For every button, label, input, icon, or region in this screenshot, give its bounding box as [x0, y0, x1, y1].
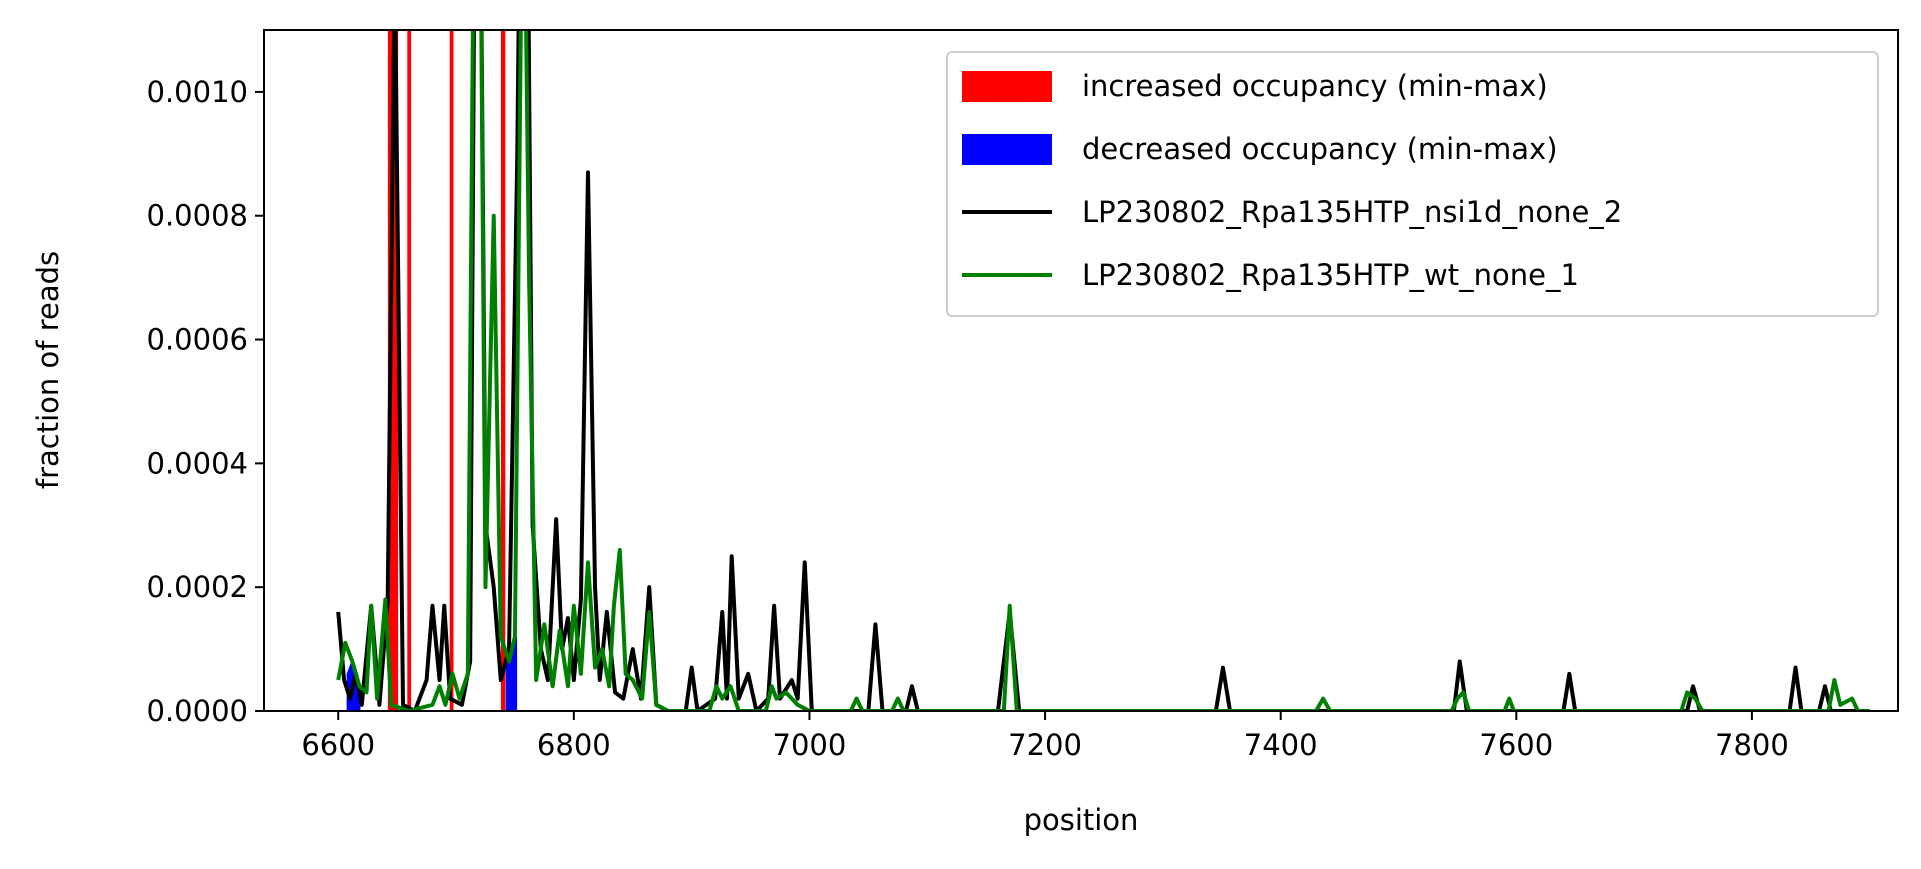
x-axis-label: position [1024, 803, 1139, 837]
y-tick-label: 0.0008 [147, 199, 248, 233]
x-tick-label: 7400 [1244, 728, 1318, 762]
fill-area [407, 30, 412, 711]
y-axis-label: fraction of reads [31, 251, 65, 489]
legend-box [946, 51, 1879, 317]
y-tick-label: 0.0010 [147, 75, 248, 109]
x-tick-label: 6800 [537, 728, 611, 762]
series-line [336, 30, 1870, 711]
x-tick-label: 7000 [773, 728, 847, 762]
plot-area [336, 30, 1870, 711]
axes-frame [263, 29, 1899, 712]
y-tick-label: 0.0004 [147, 446, 248, 480]
fill-area [500, 30, 506, 711]
x-tick-label: 7600 [1479, 728, 1553, 762]
y-tick-label: 0.0006 [147, 323, 248, 357]
fill-area [449, 30, 454, 711]
legend-label: decreased occupancy (min-max) [1082, 132, 1558, 166]
legend-label: increased occupancy (min-max) [1082, 69, 1548, 103]
x-tick-label: 7200 [1008, 728, 1082, 762]
legend-patch [962, 71, 1052, 102]
x-tick-label: 7800 [1715, 728, 1789, 762]
x-tick-label: 6600 [301, 728, 375, 762]
legend-patch [962, 134, 1052, 165]
series-line [336, 30, 1870, 711]
y-tick-label: 0.0000 [147, 694, 248, 728]
legend-label: LP230802_Rpa135HTP_nsi1d_none_2 [1082, 195, 1622, 229]
legend-label: LP230802_Rpa135HTP_wt_none_1 [1082, 258, 1579, 292]
y-tick-label: 0.0002 [147, 570, 248, 604]
